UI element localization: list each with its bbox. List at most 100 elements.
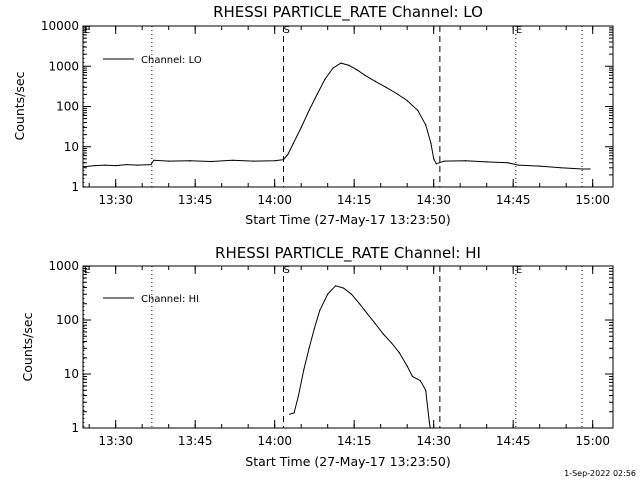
data-point bbox=[428, 421, 430, 423]
data-point bbox=[289, 413, 291, 415]
data-point bbox=[356, 69, 358, 71]
data-point bbox=[589, 168, 591, 170]
panel-lo: RHESSI PARTICLE_RATE Channel: LO Counts/… bbox=[12, 3, 614, 227]
data-point bbox=[327, 293, 329, 295]
data-point bbox=[340, 62, 342, 64]
data-point bbox=[366, 313, 368, 315]
data-point bbox=[385, 86, 387, 88]
data-point bbox=[539, 165, 541, 167]
data-point bbox=[419, 380, 421, 382]
data-point bbox=[343, 287, 345, 289]
marker-label: S bbox=[284, 25, 290, 36]
legend-label-hi: Channel: HI bbox=[141, 294, 199, 305]
data-point bbox=[231, 159, 233, 161]
data-point bbox=[308, 347, 310, 349]
data-point bbox=[115, 165, 117, 167]
data-point bbox=[374, 323, 376, 325]
marker-label: E bbox=[516, 25, 522, 36]
chart-title: RHESSI PARTICLE_RATE Channel: HI bbox=[215, 244, 481, 263]
x-tick-label: 14:15 bbox=[337, 193, 372, 207]
legend-label-lo: Channel: LO bbox=[141, 55, 202, 66]
data-point bbox=[150, 164, 152, 166]
marker-label: E bbox=[84, 265, 90, 276]
data-point bbox=[464, 160, 467, 162]
marker-label: E bbox=[516, 265, 522, 276]
y-axis-label: Counts/sec bbox=[12, 71, 27, 140]
data-point bbox=[425, 124, 427, 126]
series-layer bbox=[289, 285, 431, 429]
data-point bbox=[396, 92, 398, 95]
data-point bbox=[83, 166, 85, 168]
plot-frame bbox=[82, 265, 614, 429]
data-point bbox=[417, 109, 419, 111]
data-point bbox=[300, 126, 302, 129]
data-point bbox=[316, 93, 318, 95]
data-point bbox=[364, 74, 366, 76]
data-point bbox=[560, 167, 562, 169]
footer-timestamp: 1-Sep-2022 02:56 bbox=[564, 469, 636, 478]
data-point bbox=[406, 365, 408, 367]
data-point bbox=[406, 100, 408, 102]
data-point bbox=[411, 375, 414, 378]
x-tick-label: 13:30 bbox=[98, 434, 133, 448]
data-point bbox=[252, 160, 255, 162]
data-point bbox=[486, 161, 488, 163]
x-axis-label: Start Time (27-May-17 13:23:50) bbox=[245, 454, 450, 469]
data-point bbox=[350, 293, 353, 295]
y-tick-label: 10 bbox=[64, 367, 79, 381]
x-tick-label: 14:45 bbox=[496, 434, 531, 448]
marker-label: S bbox=[284, 265, 290, 276]
x-tick-label: 14:30 bbox=[416, 434, 451, 448]
x-tick-label: 15:00 bbox=[575, 434, 610, 448]
axis-ticks: 13:30 13:45 14:00 14:15 14:30 14:45 15:00 1 10 10… bbox=[48, 259, 613, 448]
data-point bbox=[358, 303, 361, 305]
data-point bbox=[153, 159, 155, 161]
data-point bbox=[332, 67, 334, 69]
data-point bbox=[348, 64, 350, 66]
data-point bbox=[274, 160, 276, 162]
data-point bbox=[435, 163, 437, 165]
axis-ticks: 13:30 13:45 14:00 14:15 14:30 14:45 15:00 1 10 10… bbox=[41, 19, 613, 207]
data-point bbox=[398, 351, 400, 354]
y-tick-label: 10000 bbox=[41, 19, 79, 33]
data-point bbox=[297, 394, 300, 397]
data-point bbox=[335, 285, 337, 287]
x-tick-label: 14:30 bbox=[416, 193, 451, 207]
data-point bbox=[425, 389, 427, 391]
y-tick-label: 100 bbox=[56, 313, 79, 327]
data-point bbox=[93, 165, 96, 167]
data-point bbox=[517, 164, 520, 166]
data-point bbox=[292, 143, 294, 145]
x-tick-label: 14:45 bbox=[496, 193, 531, 207]
x-tick-label: 15:00 bbox=[575, 193, 610, 207]
data-point bbox=[104, 164, 106, 166]
data-point bbox=[125, 164, 127, 166]
x-tick-label: 14:00 bbox=[257, 434, 292, 448]
data-point bbox=[282, 159, 285, 161]
data-point bbox=[324, 78, 326, 80]
data-point bbox=[374, 80, 376, 82]
y-tick-label: 1 bbox=[71, 421, 79, 435]
data-point bbox=[581, 168, 583, 170]
data-point bbox=[308, 109, 310, 111]
legend: Channel: HI bbox=[103, 294, 199, 305]
data-point bbox=[303, 369, 305, 371]
data-point bbox=[136, 164, 138, 166]
chart-title: RHESSI PARTICLE_RATE Channel: LO bbox=[213, 3, 483, 22]
marker-label: E bbox=[84, 25, 90, 36]
series-line bbox=[83, 62, 590, 170]
data-point bbox=[507, 162, 509, 164]
x-tick-label: 13:45 bbox=[178, 434, 213, 448]
panel-hi: RHESSI PARTICLE_RATE Channel: HI Counts/… bbox=[20, 244, 614, 469]
legend: Channel: LO bbox=[103, 55, 202, 66]
data-point bbox=[430, 143, 432, 145]
data-point bbox=[390, 342, 392, 344]
data-point bbox=[443, 160, 445, 162]
data-point bbox=[433, 158, 435, 160]
y-tick-label: 10 bbox=[64, 140, 79, 154]
x-axis-label: Start Time (27-May-17 13:23:50) bbox=[245, 212, 450, 227]
y-tick-label: 1000 bbox=[48, 59, 79, 73]
y-tick-label: 1 bbox=[71, 180, 79, 194]
x-tick-label: 13:45 bbox=[178, 193, 213, 207]
